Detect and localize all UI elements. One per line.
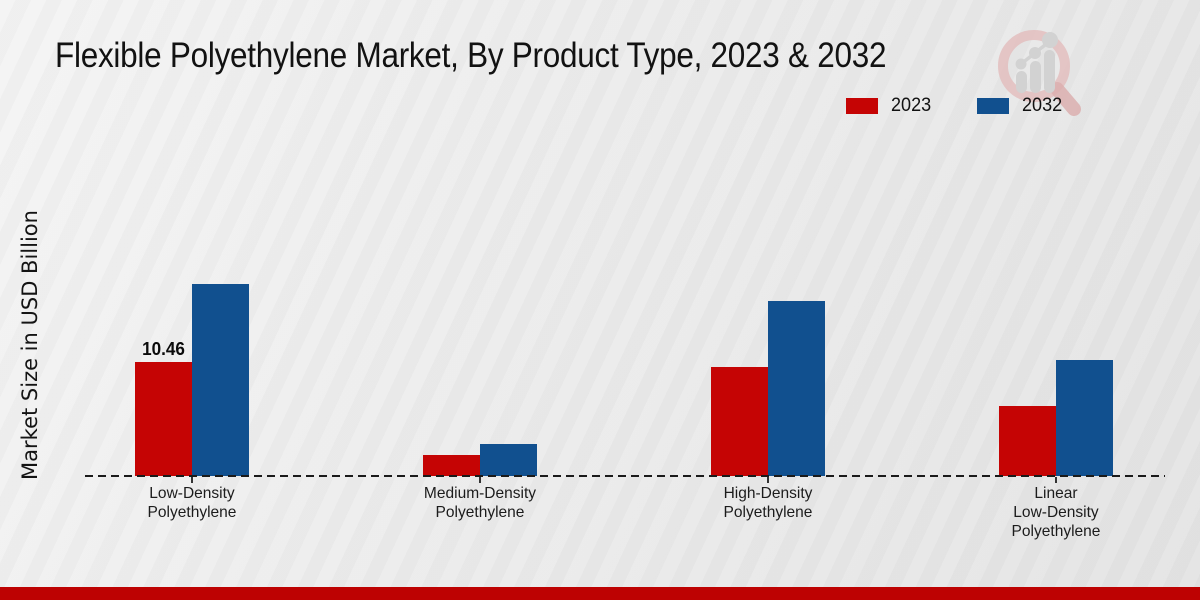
category-label-low-density-polyethylene: Low-Density Polyethylene [147, 485, 237, 521]
bar-2023-linear-low-density-polyethylene [999, 406, 1056, 476]
axis-tick [767, 477, 769, 483]
legend-item-2032: 2032 [977, 95, 1064, 117]
bar-2032-linear-low-density-polyethylene [1056, 360, 1113, 476]
axis-baseline [85, 475, 1165, 477]
legend-swatch-2032 [977, 98, 1010, 114]
bar-value-label: 10.46 [142, 339, 185, 359]
bottom-red-strip [0, 587, 1200, 600]
axis-tick [1055, 477, 1057, 483]
bar-2023-low-density-polyethylene [135, 362, 192, 476]
category-label-medium-density-polyethylene: Medium-Density Polyethylene [423, 485, 537, 521]
bar-2023-high-density-polyethylene [711, 367, 768, 476]
bar-2032-low-density-polyethylene [192, 284, 249, 476]
bar-2032-medium-density-polyethylene [480, 444, 537, 476]
category-label-linear-low-density-polyethylene: Linear Low-Density Polyethylene [1011, 485, 1101, 540]
axis-tick [191, 477, 193, 483]
legend: 2023 2032 [846, 95, 1065, 117]
legend-item-2023: 2023 [846, 95, 933, 117]
legend-swatch-2023 [846, 98, 878, 114]
chart-title: Flexible Polyethylene Market, By Product… [55, 36, 887, 75]
bar-2032-high-density-polyethylene [768, 301, 825, 476]
legend-label: 2032 [1022, 95, 1063, 116]
category-label-high-density-polyethylene: High-Density Polyethylene [723, 485, 813, 521]
magnifier-bar-chart-logo-icon [998, 30, 1081, 116]
legend-label: 2023 [891, 95, 932, 116]
axis-tick [479, 477, 481, 483]
bar-2023-medium-density-polyethylene [423, 455, 480, 476]
